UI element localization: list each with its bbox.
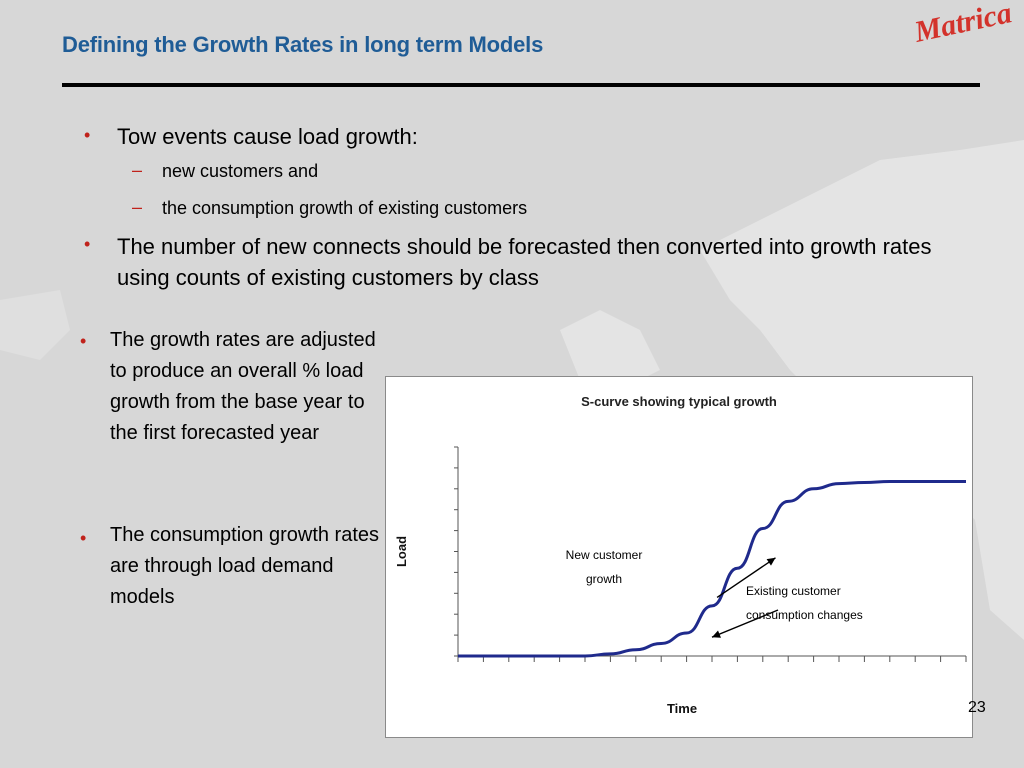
map-landmass [0, 290, 70, 360]
chart-ticks [454, 446, 967, 662]
annotation-arrowhead-icon [766, 557, 776, 566]
map-landmass [560, 310, 660, 390]
y-axis-label: Load [394, 536, 409, 567]
sub-bullet-new-customers: new customers and [162, 161, 319, 181]
bullet-dot-icon: • [80, 331, 87, 351]
annotation-arrow-line [716, 557, 776, 599]
slide-title: Defining the Growth Rates in long term M… [62, 32, 544, 57]
bullet-dot-icon: • [80, 528, 87, 548]
annotation-label: New customer [566, 548, 643, 562]
dash-icon: – [132, 197, 143, 217]
bullet-consumption-rates: The consumption growth rates are through… [110, 524, 380, 608]
chart-axes [457, 447, 966, 657]
dash-icon: – [132, 160, 143, 180]
s-curve-line [458, 479, 966, 658]
sub-bullet-consumption-growth: the consumption growth of existing custo… [162, 198, 528, 218]
annotation-arrowhead-icon [712, 630, 721, 638]
bullet-dot-icon: • [84, 234, 91, 254]
title-rule [62, 83, 980, 87]
annotation-label: growth [586, 572, 622, 586]
annotation-label: consumption changes [746, 608, 863, 622]
chart-title: S-curve showing typical growth [581, 394, 777, 409]
bullet-load-growth: Tow events cause load growth: [117, 124, 418, 149]
bullet-new-connects: The number of new connects should be for… [117, 234, 932, 290]
annotation-label: Existing customer [746, 584, 841, 598]
s-curve-chart-frame: S-curve showing typical growth Load Time… [385, 376, 973, 738]
s-curve-chart: S-curve showing typical growth Load Time… [394, 394, 967, 716]
x-axis-label: Time [667, 701, 697, 716]
bullet-dot-icon: • [84, 125, 91, 145]
annotation-arrow-line [711, 609, 779, 638]
page-number: 23 [968, 699, 986, 716]
chart-annotations: New customer growth Existing customer consu… [566, 548, 863, 638]
bullet-growth-rates: The growth rates are adjusted to produce… [110, 329, 376, 444]
